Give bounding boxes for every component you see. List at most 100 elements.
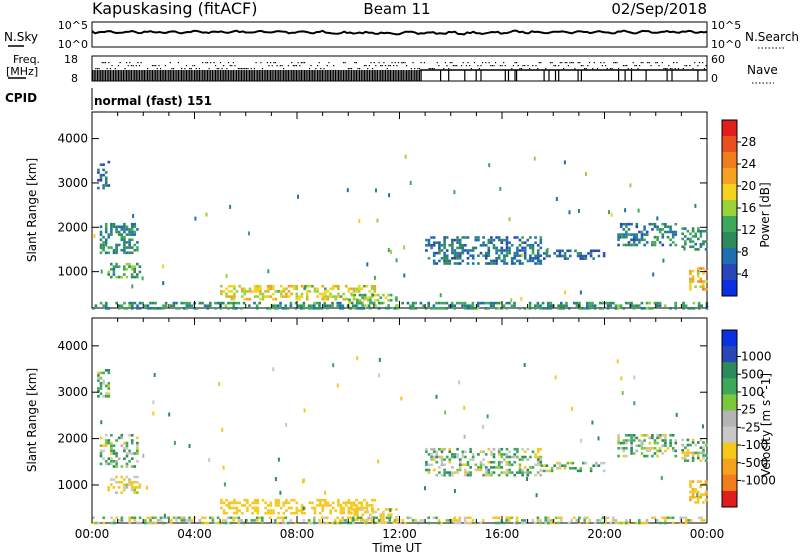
echo-cell: [395, 296, 398, 299]
freq-bar: [242, 70, 244, 81]
echo-cell: [438, 447, 441, 451]
echo-cell: [305, 290, 309, 293]
echo-cell: [123, 301, 126, 305]
echo-cell: [540, 464, 543, 467]
echo-cell: [424, 307, 428, 310]
echo-cell: [281, 516, 285, 520]
echo-cell: [546, 248, 549, 252]
echo-cell: [638, 304, 641, 307]
echo-cell: [566, 257, 569, 260]
echo-cell: [453, 453, 457, 456]
echo-cell: [279, 516, 282, 520]
echo-cell: [361, 293, 364, 297]
nave-dot: [129, 62, 131, 64]
freq-bar: [181, 70, 183, 81]
x-tick-label: 00:00: [690, 527, 725, 541]
echo-cell: [352, 297, 356, 301]
echo-cell: [534, 304, 537, 307]
echo-cell: [120, 275, 123, 279]
echo-cell: [643, 434, 646, 437]
freq-bar: [326, 70, 328, 81]
echo-cell: [503, 262, 506, 265]
echo-cell: [516, 455, 519, 459]
echo-cell: [474, 307, 477, 310]
echo-cell: [130, 480, 134, 484]
echo-cell: [497, 307, 501, 310]
echo-cell: [495, 301, 498, 305]
echo-cell: [272, 292, 275, 296]
freq-bar: [161, 70, 163, 81]
echo-cell: [180, 516, 183, 520]
echo-cell: [255, 307, 259, 310]
y-tick-label: 3000: [57, 176, 88, 190]
nave-dot: [514, 62, 516, 64]
echo-cell: [705, 307, 709, 310]
freq-bar: [624, 70, 626, 81]
echo-cell: [513, 460, 517, 464]
freq-bar: [142, 70, 144, 81]
echo-cell: [154, 516, 157, 520]
nave-dot: [516, 62, 518, 64]
echo-cell: [543, 464, 546, 467]
freq-bar: [543, 70, 545, 81]
echo-cell: [243, 292, 247, 296]
echo-cell: [497, 463, 501, 467]
echo-cell: [198, 301, 202, 305]
echo-cell: [123, 241, 126, 244]
echo-cell: [185, 301, 189, 305]
nave-dot: [436, 62, 438, 64]
echo-cell: [235, 506, 239, 510]
echo-cell: [500, 447, 504, 451]
echo-cell: [233, 295, 236, 298]
echo-cell: [107, 488, 110, 492]
echo-cell: [664, 516, 667, 520]
echo-cell: [484, 301, 488, 305]
echo-cell: [259, 292, 262, 296]
echo-cell: [558, 467, 562, 470]
echo-cell: [490, 473, 493, 477]
echo-cell: [435, 453, 439, 456]
echo-cell: [583, 519, 586, 522]
nave-dot: [380, 65, 382, 67]
echo-cell: [152, 411, 155, 416]
echo-cell: [518, 466, 522, 469]
echo-cell: [438, 251, 441, 255]
echo-cell: [282, 290, 286, 293]
nave-dot: [465, 65, 468, 67]
echo-cell: [285, 422, 288, 427]
nave-dot: [596, 68, 599, 70]
echo-cell: [469, 249, 472, 252]
nave-dot: [308, 68, 311, 70]
echo-cell: [363, 306, 367, 310]
echo-cell: [387, 306, 390, 310]
echo-cell: [110, 262, 113, 266]
echo-cell: [547, 516, 550, 520]
freq-bar: [103, 70, 105, 81]
nave-dot: [559, 62, 561, 64]
echo-cell: [587, 252, 590, 255]
echo-cell: [458, 521, 462, 525]
echo-cell: [272, 284, 275, 288]
echo-cell: [107, 246, 111, 249]
echo-cell: [339, 519, 342, 522]
echo-cell: [282, 504, 286, 507]
echo-region: [107, 475, 142, 494]
echo-cell: [97, 168, 100, 172]
echo-cell: [687, 307, 690, 310]
echo-cell: [617, 521, 620, 525]
echo-cell: [432, 236, 436, 239]
nave-dot: [181, 68, 183, 70]
echo-cell: [363, 284, 366, 288]
freq-bar: [383, 70, 385, 81]
echo-cell: [453, 489, 456, 493]
echo-cell: [536, 259, 540, 263]
echo-cell: [209, 516, 212, 520]
echo-cell: [602, 469, 606, 473]
echo-cell: [696, 495, 700, 499]
echo-cell: [689, 451, 692, 455]
echo-cell: [627, 241, 631, 244]
freq-bar: [156, 70, 158, 81]
echo-cell: [302, 304, 306, 307]
nave-dot: [527, 65, 529, 67]
echo-cell: [500, 307, 503, 310]
